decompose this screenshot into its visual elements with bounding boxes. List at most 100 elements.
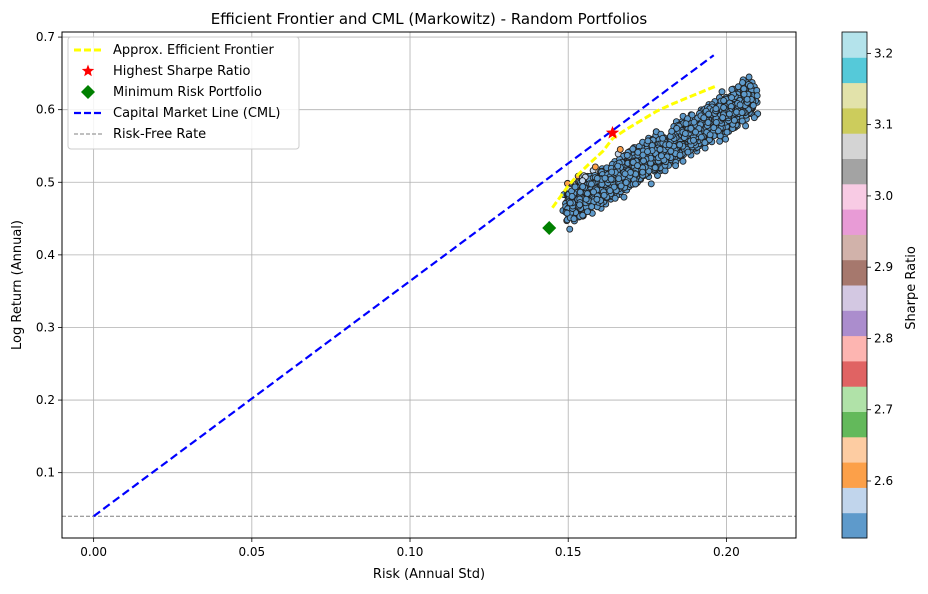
portfolio-point bbox=[579, 211, 587, 219]
portfolio-point bbox=[687, 125, 695, 132]
portfolio-point bbox=[644, 148, 651, 156]
portfolio-point bbox=[690, 118, 698, 126]
portfolio-point bbox=[681, 130, 689, 138]
y-tick-label: 0.5 bbox=[36, 175, 55, 189]
portfolio-point bbox=[705, 110, 713, 118]
legend-diamond-icon bbox=[81, 85, 95, 99]
portfolio-point bbox=[608, 168, 616, 176]
portfolio-point bbox=[568, 193, 576, 200]
portfolio-point bbox=[593, 174, 601, 182]
portfolio-point bbox=[588, 203, 596, 211]
portfolio-point bbox=[746, 82, 754, 90]
colorbar-tick-label: 2.7 bbox=[874, 403, 893, 417]
portfolio-point bbox=[738, 109, 746, 116]
colorbar-segment bbox=[842, 32, 867, 58]
portfolio-point bbox=[640, 157, 647, 165]
portfolio-point bbox=[617, 182, 625, 190]
colorbar-tick-label: 3.1 bbox=[874, 118, 893, 132]
colorbar-segment bbox=[842, 386, 867, 412]
portfolio-point bbox=[684, 148, 692, 156]
portfolio-point bbox=[570, 215, 578, 223]
portfolio-point bbox=[730, 116, 738, 124]
colorbar-frame bbox=[841, 31, 868, 539]
colorbar-segment bbox=[842, 360, 867, 387]
portfolio-point bbox=[601, 174, 609, 182]
x-axis-label: Risk (Annual Std) bbox=[373, 567, 485, 582]
portfolio-point bbox=[583, 208, 591, 216]
colorbar-segment bbox=[842, 335, 867, 362]
portfolio-point bbox=[701, 139, 709, 147]
portfolio-point bbox=[728, 86, 736, 93]
portfolio-point bbox=[614, 162, 622, 170]
portfolio-point bbox=[623, 151, 631, 159]
legend-label: Approx. Efficient Frontier bbox=[113, 43, 274, 58]
portfolio-point bbox=[682, 120, 690, 128]
highest-sharpe-star bbox=[605, 125, 620, 139]
minimum-risk-diamond bbox=[542, 221, 557, 236]
legend-label: Risk-Free Rate bbox=[113, 127, 206, 142]
portfolio-point bbox=[647, 180, 655, 188]
efficient-frontier-line bbox=[551, 84, 718, 209]
portfolio-point bbox=[634, 162, 641, 170]
portfolio-point bbox=[667, 147, 675, 155]
colorbar-segment bbox=[842, 259, 867, 286]
portfolio-point bbox=[725, 110, 733, 118]
legend-box bbox=[67, 36, 300, 150]
x-axis: 0.00 0.05 0.10 0.15 0.20 bbox=[80, 538, 740, 559]
portfolio-point bbox=[738, 117, 746, 125]
colorbar-segment bbox=[842, 310, 867, 337]
portfolio-point bbox=[571, 183, 579, 191]
portfolio-point bbox=[692, 128, 699, 136]
portfolio-point bbox=[607, 175, 615, 183]
y-tick-label: 0.1 bbox=[36, 466, 55, 480]
x-tick-label: 0.15 bbox=[555, 545, 582, 559]
colorbar-segment bbox=[842, 82, 867, 109]
colorbar-segment bbox=[842, 411, 867, 438]
colorbar-segment bbox=[842, 107, 867, 134]
colorbar-segment bbox=[842, 462, 867, 488]
colorbar-segment bbox=[842, 183, 867, 210]
portfolio-point bbox=[583, 190, 591, 198]
portfolio-point bbox=[720, 97, 728, 105]
portfolio-point bbox=[632, 180, 639, 188]
colorbar-tick-label: 2.8 bbox=[874, 331, 893, 345]
colorbar-segment bbox=[842, 209, 867, 235]
portfolio-point bbox=[576, 188, 584, 196]
colorbar-tick-label: 2.9 bbox=[874, 260, 893, 274]
portfolio-point bbox=[676, 141, 684, 149]
portfolio-point bbox=[688, 111, 696, 119]
portfolio-point bbox=[639, 168, 647, 176]
portfolio-point bbox=[579, 183, 587, 191]
portfolio-point bbox=[668, 127, 676, 135]
portfolio-point bbox=[644, 137, 652, 145]
portfolio-point bbox=[587, 180, 595, 188]
legend-label: Minimum Risk Portfolio bbox=[113, 85, 262, 100]
portfolio-point bbox=[750, 114, 758, 122]
portfolio-point bbox=[576, 201, 584, 209]
portfolio-point bbox=[563, 209, 571, 217]
portfolio-point bbox=[600, 191, 608, 199]
y-tick-label: 0.7 bbox=[36, 30, 55, 44]
colorbar-segment bbox=[842, 285, 867, 311]
portfolio-point bbox=[634, 148, 642, 156]
portfolio-point bbox=[739, 79, 746, 86]
colorbar-segment bbox=[842, 512, 867, 539]
chart-title: Efficient Frontier and CML (Markowitz) -… bbox=[211, 10, 648, 28]
portfolio-point bbox=[616, 145, 624, 153]
colorbar-segment bbox=[842, 436, 867, 463]
special-markers bbox=[542, 125, 620, 236]
portfolio-point bbox=[742, 122, 750, 130]
portfolio-point bbox=[639, 151, 647, 159]
portfolio-point bbox=[593, 195, 601, 203]
y-tick-label: 0.6 bbox=[36, 103, 55, 117]
colorbar-label: Sharpe Ratio bbox=[904, 246, 919, 330]
portfolio-point bbox=[679, 157, 687, 165]
plot-frame bbox=[61, 31, 797, 539]
portfolio-point bbox=[740, 90, 748, 98]
legend: Approx. Efficient Frontier Highest Sharpe… bbox=[67, 36, 300, 150]
portfolio-point bbox=[676, 151, 684, 159]
portfolio-point bbox=[566, 199, 574, 207]
portfolio-point bbox=[697, 133, 705, 141]
portfolio-point bbox=[745, 73, 753, 81]
portfolio-point bbox=[656, 146, 664, 153]
